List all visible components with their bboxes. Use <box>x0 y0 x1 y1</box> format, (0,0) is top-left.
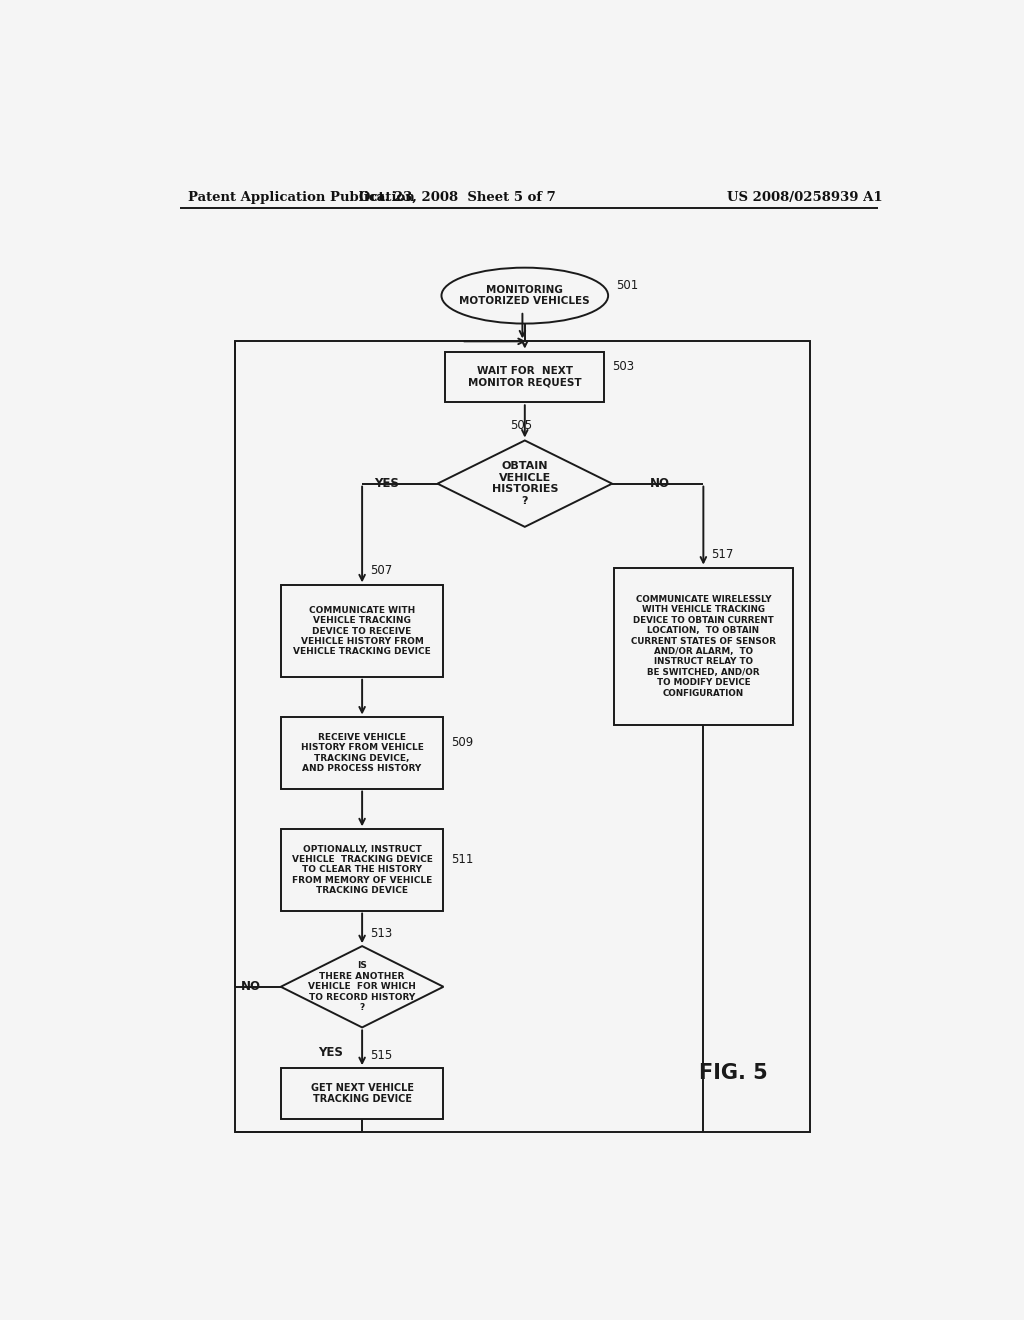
Bar <box>236 342 811 1133</box>
Text: OBTAIN
VEHICLE
HISTORIES
?: OBTAIN VEHICLE HISTORIES ? <box>492 461 558 506</box>
Bar <box>281 718 443 788</box>
Text: Oct. 23, 2008  Sheet 5 of 7: Oct. 23, 2008 Sheet 5 of 7 <box>359 190 556 203</box>
Text: WAIT FOR  NEXT
MONITOR REQUEST: WAIT FOR NEXT MONITOR REQUEST <box>468 366 582 388</box>
Text: 501: 501 <box>616 279 638 292</box>
Bar <box>614 568 793 725</box>
Text: FIG. 5: FIG. 5 <box>699 1063 768 1084</box>
Text: YES: YES <box>375 477 399 490</box>
Text: COMMUNICATE WIRELESSLY
WITH VEHICLE TRACKING
DEVICE TO OBTAIN CURRENT
LOCATION, : COMMUNICATE WIRELESSLY WITH VEHICLE TRAC… <box>631 595 776 697</box>
Text: 517: 517 <box>712 548 733 561</box>
Bar <box>445 351 604 403</box>
Text: 513: 513 <box>370 927 392 940</box>
Text: COMMUNICATE WITH
VEHICLE TRACKING
DEVICE TO RECEIVE
VEHICLE HISTORY FROM
VEHICLE: COMMUNICATE WITH VEHICLE TRACKING DEVICE… <box>293 606 431 656</box>
Bar <box>281 585 443 677</box>
Text: MONITORING
MOTORIZED VEHICLES: MONITORING MOTORIZED VEHICLES <box>460 285 590 306</box>
Text: Patent Application Publication: Patent Application Publication <box>187 190 415 203</box>
Text: NO: NO <box>241 981 261 993</box>
Text: 515: 515 <box>370 1049 392 1063</box>
Text: YES: YES <box>317 1045 343 1059</box>
Text: 507: 507 <box>370 564 392 577</box>
Text: OPTIONALLY, INSTRUCT
VEHICLE  TRACKING DEVICE
TO CLEAR THE HISTORY
FROM MEMORY O: OPTIONALLY, INSTRUCT VEHICLE TRACKING DE… <box>292 845 432 895</box>
Text: IS
THERE ANOTHER
VEHICLE  FOR WHICH
TO RECORD HISTORY
?: IS THERE ANOTHER VEHICLE FOR WHICH TO RE… <box>308 961 416 1012</box>
Text: US 2008/0258939 A1: US 2008/0258939 A1 <box>727 190 883 203</box>
Text: 505: 505 <box>510 420 531 433</box>
Bar <box>281 829 443 911</box>
Text: NO: NO <box>650 477 670 490</box>
Text: 509: 509 <box>452 737 474 750</box>
Bar <box>281 1068 443 1119</box>
Text: 511: 511 <box>452 853 474 866</box>
Text: RECEIVE VEHICLE
HISTORY FROM VEHICLE
TRACKING DEVICE,
AND PROCESS HISTORY: RECEIVE VEHICLE HISTORY FROM VEHICLE TRA… <box>301 733 424 774</box>
Text: GET NEXT VEHICLE
TRACKING DEVICE: GET NEXT VEHICLE TRACKING DEVICE <box>310 1082 414 1105</box>
Text: 503: 503 <box>612 360 634 374</box>
